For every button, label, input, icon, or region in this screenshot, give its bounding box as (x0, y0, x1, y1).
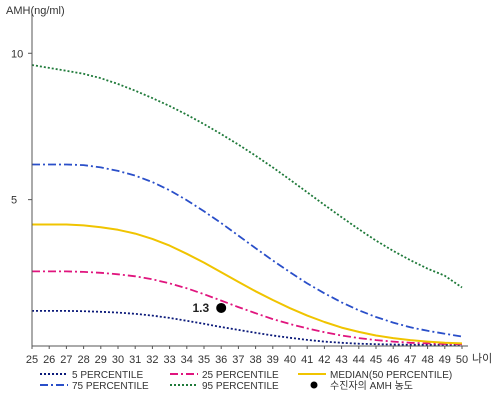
series-line-75-percentile (32, 163, 463, 338)
series-line-95-percentile (31, 64, 463, 289)
x-tick-label: 49 (439, 354, 451, 366)
legend-item: 수진자의 AMH 농도 (310, 380, 413, 392)
patient-amh-value-label: 1.3 (193, 301, 210, 315)
x-tick-label: 28 (77, 354, 89, 366)
x-tick-label: 39 (267, 354, 279, 366)
legend-label: 95 PERCENTILE (202, 381, 279, 392)
x-tick-label: 35 (198, 354, 210, 366)
y-ticks: 5 10 (11, 48, 32, 207)
x-tick-label: 41 (301, 354, 313, 366)
x-tick-label: 32 (146, 354, 158, 366)
x-tick-label: 36 (215, 354, 227, 366)
legend-label: 수진자의 AMH 농도 (330, 380, 413, 392)
axes (31, 14, 468, 347)
legend-item: 25 PERCENTILE (170, 370, 279, 381)
series-line-25-percentile (32, 270, 463, 346)
x-tick-label: 30 (112, 354, 124, 366)
x-tick-label: 46 (387, 354, 399, 366)
x-axis-title: 나이 (472, 352, 492, 365)
legend-label: MEDIAN(50 PERCENTILE) (330, 370, 452, 381)
x-tick-label: 40 (284, 354, 296, 366)
x-tick-label: 45 (370, 354, 382, 366)
y-tick-label: 10 (11, 48, 23, 60)
x-tick-label: 27 (60, 354, 72, 366)
legend-label: 75 PERCENTILE (72, 381, 149, 392)
x-tick-label: 42 (318, 354, 330, 366)
x-ticks: 25 26 27 28 29 30 31 32 33 34 35 36 37 38 39 40 41 42 43 44… (26, 346, 468, 366)
x-tick-label: 44 (353, 354, 365, 366)
legend-marker (310, 381, 318, 389)
x-tick-label: 37 (232, 354, 244, 366)
x-tick-label: 48 (421, 354, 433, 366)
legend-label: 5 PERCENTILE (72, 370, 143, 381)
y-tick-label: 5 (11, 195, 17, 207)
legend-item: 95 PERCENTILE (170, 381, 279, 392)
x-tick-label: 34 (181, 354, 193, 366)
x-tick-label: 25 (26, 354, 38, 366)
legend-item: 5 PERCENTILE (40, 370, 143, 381)
patient-amh-point (216, 302, 227, 313)
y-axis-title: AMH(ng/ml) (6, 5, 65, 17)
series-line-5-percentile (32, 309, 463, 346)
patient-amh-marker: 1.3 (193, 301, 227, 315)
x-tick-label: 33 (163, 354, 175, 366)
legend: 5 PERCENTILE 25 PERCENTILE MEDIAN(50 PERCE… (40, 370, 452, 392)
legend-label: 25 PERCENTILE (202, 370, 279, 381)
legend-item: MEDIAN(50 PERCENTILE) (298, 370, 452, 381)
series-lines (31, 64, 463, 346)
x-tick-label: 50 (456, 354, 468, 366)
x-tick-label: 31 (129, 354, 141, 366)
x-tick-label: 38 (249, 354, 261, 366)
x-tick-label: 47 (404, 354, 416, 366)
legend-item: 75 PERCENTILE (40, 381, 149, 392)
x-tick-label: 29 (95, 354, 107, 366)
x-tick-label: 43 (335, 354, 347, 366)
x-tick-label: 26 (43, 354, 55, 366)
series-line-median-50-percentile (32, 223, 463, 345)
